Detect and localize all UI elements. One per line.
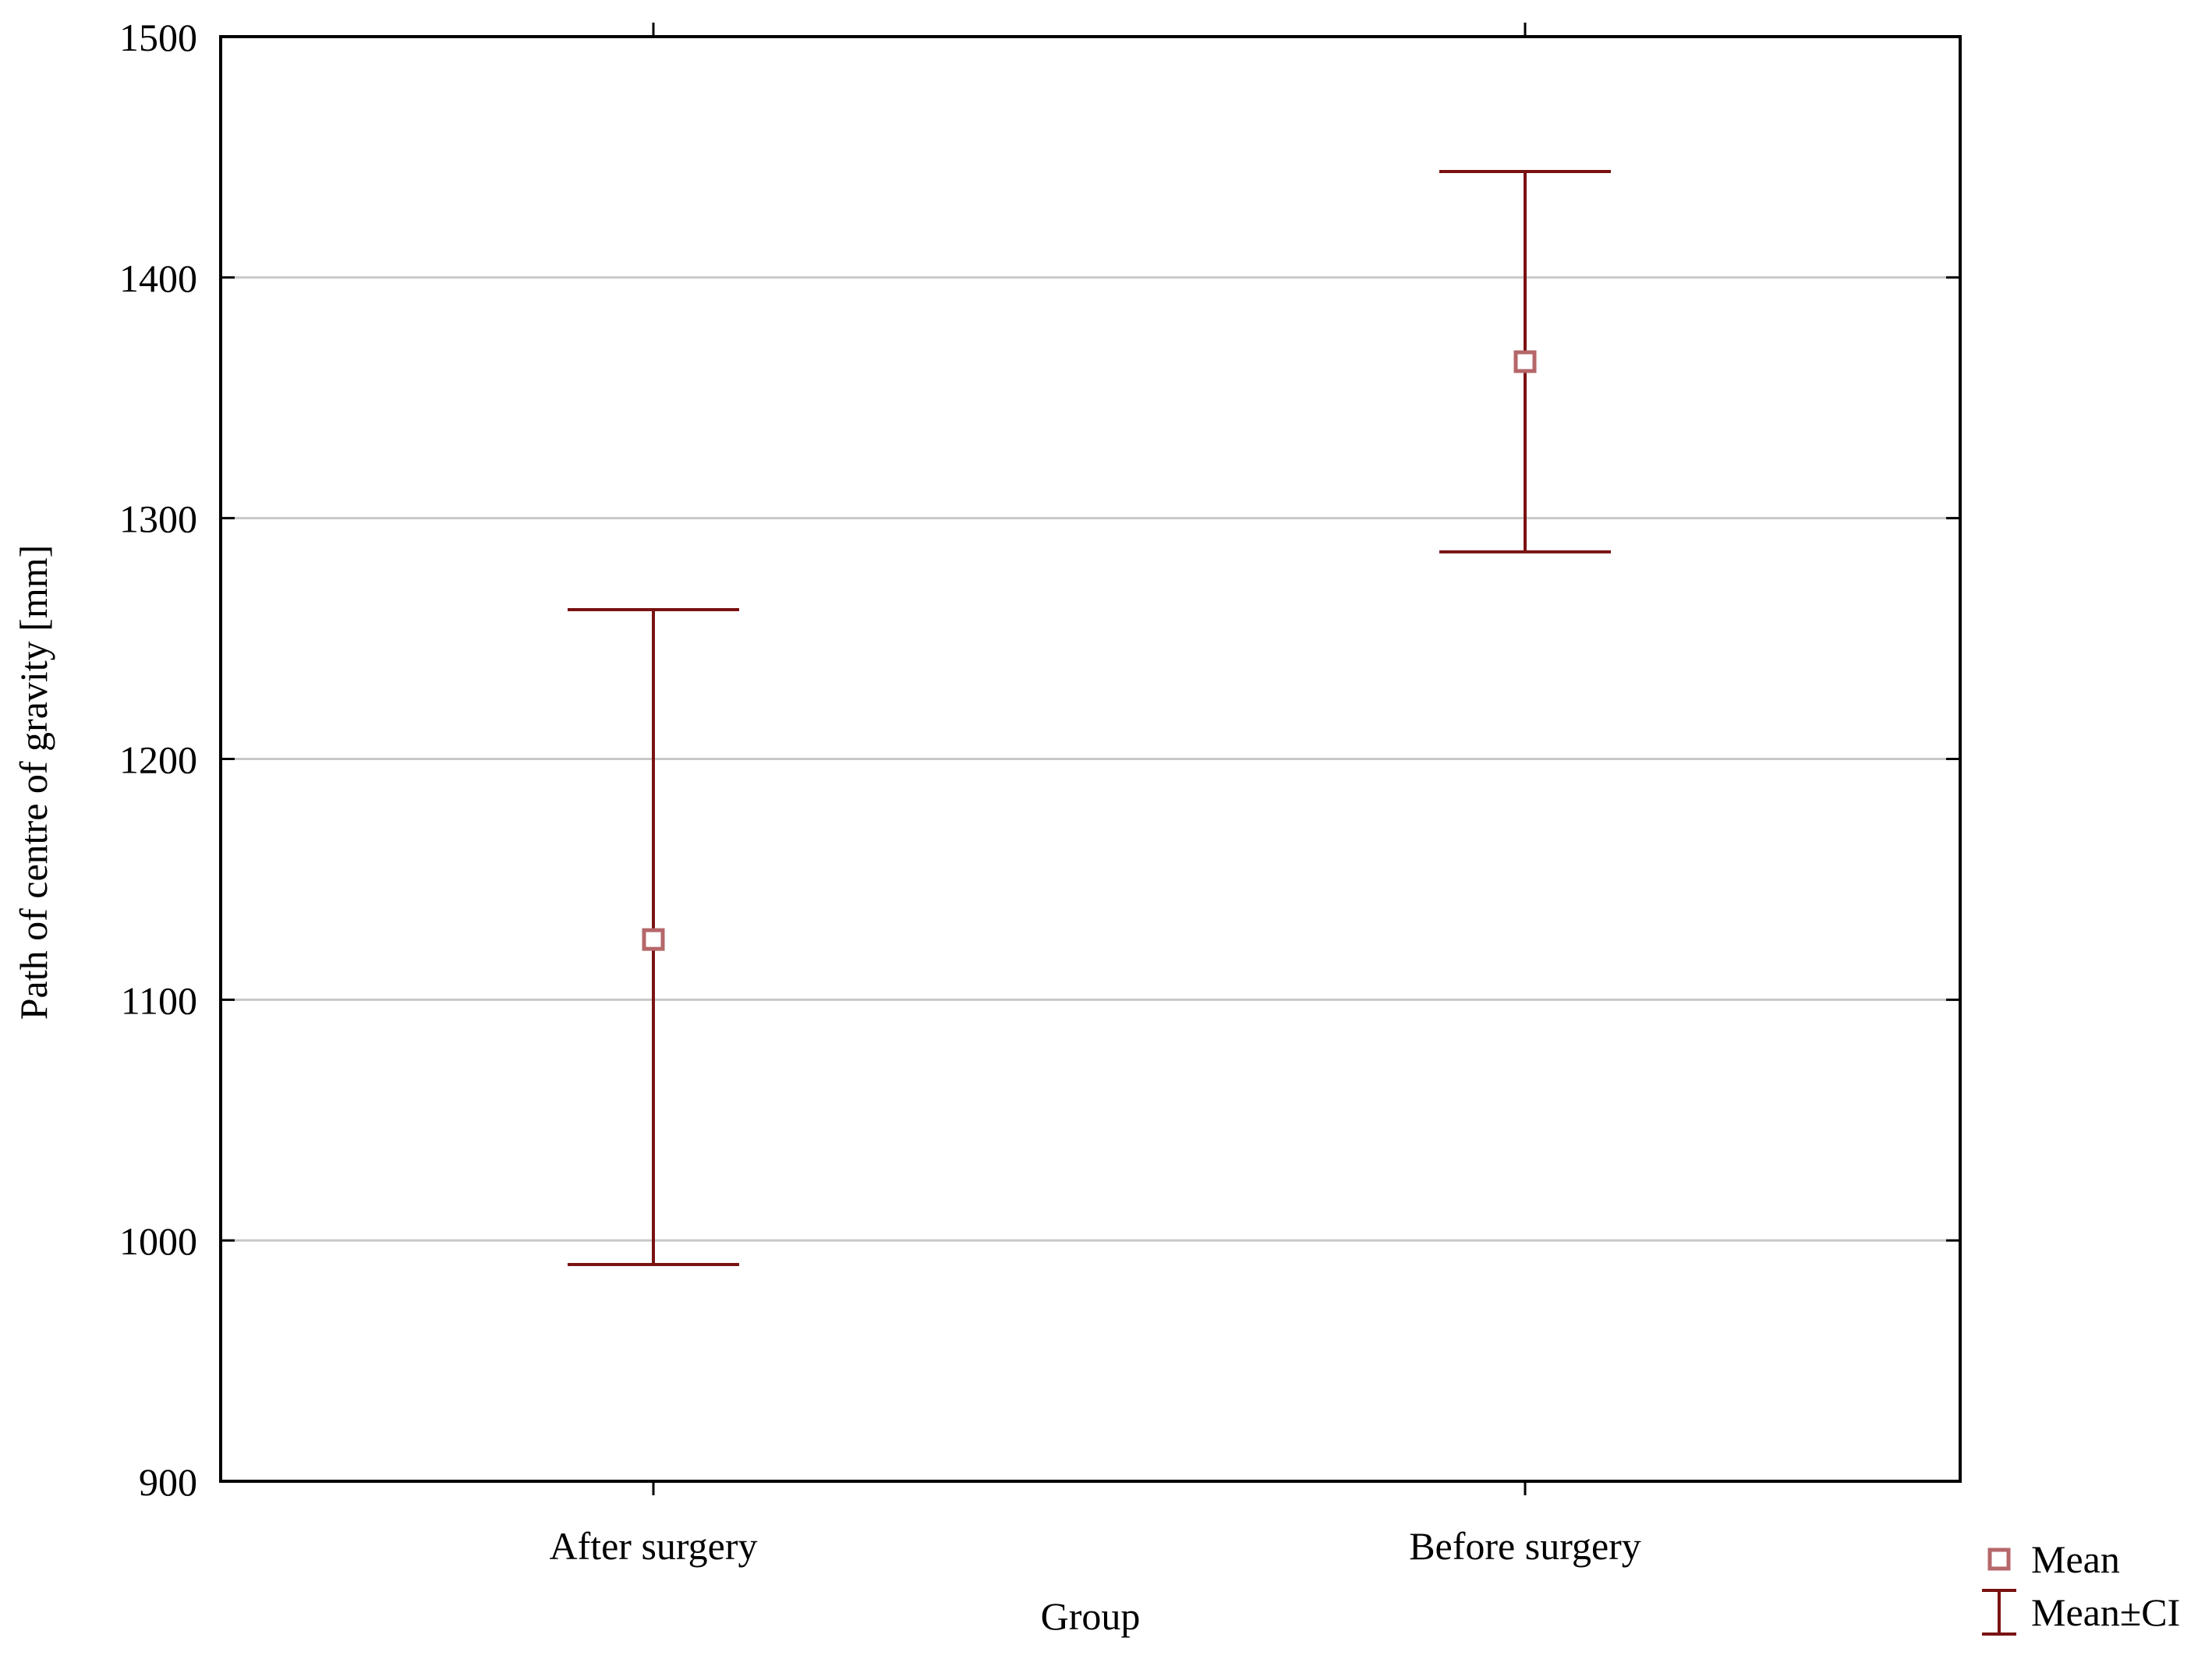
y-tick-label-1100: 1100 xyxy=(121,978,197,1022)
y-tick-label-1500: 1500 xyxy=(119,16,197,59)
legend-ci-swatch xyxy=(1982,1589,2016,1636)
y-tick-label-1200: 1200 xyxy=(119,738,197,782)
mean-marker-1 xyxy=(1513,350,1537,373)
mean-marker-0 xyxy=(642,928,665,951)
legend: Mean Mean±CI xyxy=(1982,1537,2180,1636)
y-tick-label-1000: 1000 xyxy=(119,1219,197,1263)
y-tick-label-1400: 1400 xyxy=(119,256,197,300)
y-tick-label-900: 900 xyxy=(139,1460,197,1504)
x-axis-title: Group xyxy=(1041,1594,1141,1638)
axis-ticks xyxy=(221,23,1960,1495)
x-tick-labels: After surgery Before surgery xyxy=(549,1524,1640,1568)
x-tick-label-0: After surgery xyxy=(549,1524,757,1568)
legend-mean-label: Mean xyxy=(2031,1537,2120,1581)
legend-mean-swatch xyxy=(1987,1548,2011,1571)
y-tick-labels: 900 1000 1100 1200 1300 1400 1500 xyxy=(119,16,197,1504)
gridlines xyxy=(221,276,1960,1242)
x-tick-label-1: Before surgery xyxy=(1409,1524,1641,1568)
y-tick-label-1300: 1300 xyxy=(119,497,197,541)
mean-markers xyxy=(642,350,1537,951)
legend-ci-label: Mean±CI xyxy=(2031,1590,2180,1634)
y-axis-title: Path of centre of gravity [mm] xyxy=(12,545,55,1021)
